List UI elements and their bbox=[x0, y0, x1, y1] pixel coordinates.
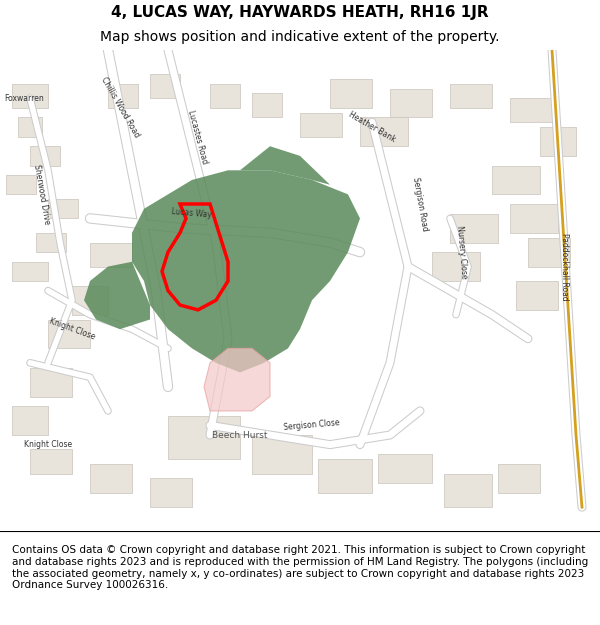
Polygon shape bbox=[150, 478, 192, 508]
Polygon shape bbox=[12, 84, 48, 107]
Polygon shape bbox=[252, 435, 312, 474]
Polygon shape bbox=[6, 175, 36, 194]
Text: Knight Close: Knight Close bbox=[48, 317, 96, 342]
Polygon shape bbox=[450, 214, 498, 243]
Polygon shape bbox=[492, 166, 540, 194]
Polygon shape bbox=[36, 233, 66, 252]
Text: Paddockhall Road: Paddockhall Road bbox=[560, 232, 569, 301]
Polygon shape bbox=[450, 84, 492, 107]
Polygon shape bbox=[48, 199, 78, 218]
Polygon shape bbox=[510, 98, 552, 122]
Text: 4, LUCAS WAY, HAYWARDS HEATH, RH16 1JR: 4, LUCAS WAY, HAYWARDS HEATH, RH16 1JR bbox=[111, 5, 489, 20]
Polygon shape bbox=[330, 79, 372, 107]
Polygon shape bbox=[510, 204, 558, 233]
Polygon shape bbox=[30, 368, 72, 396]
Polygon shape bbox=[252, 93, 282, 118]
Polygon shape bbox=[12, 406, 48, 435]
Polygon shape bbox=[528, 238, 570, 266]
Polygon shape bbox=[108, 84, 138, 107]
Polygon shape bbox=[48, 319, 90, 348]
Polygon shape bbox=[444, 474, 492, 508]
Polygon shape bbox=[390, 89, 432, 118]
Polygon shape bbox=[168, 416, 240, 459]
Polygon shape bbox=[318, 459, 372, 492]
Polygon shape bbox=[72, 286, 108, 315]
Text: Beech Hurst: Beech Hurst bbox=[212, 431, 268, 439]
Polygon shape bbox=[84, 262, 150, 329]
Text: Map shows position and indicative extent of the property.: Map shows position and indicative extent… bbox=[100, 31, 500, 44]
Polygon shape bbox=[90, 464, 132, 492]
Text: Lucas Way: Lucas Way bbox=[172, 208, 212, 220]
Polygon shape bbox=[30, 449, 72, 474]
Text: Sherwood Drive: Sherwood Drive bbox=[32, 164, 52, 225]
Text: Sergison Road: Sergison Road bbox=[411, 176, 429, 232]
Text: Foxwarren: Foxwarren bbox=[4, 94, 44, 102]
Text: Lucastes Road: Lucastes Road bbox=[187, 109, 209, 164]
Text: Nursery Close: Nursery Close bbox=[455, 225, 469, 279]
Polygon shape bbox=[498, 464, 540, 492]
Polygon shape bbox=[378, 454, 432, 483]
Text: Sergison Close: Sergison Close bbox=[284, 419, 340, 432]
Polygon shape bbox=[432, 252, 480, 281]
Polygon shape bbox=[18, 118, 42, 137]
Polygon shape bbox=[360, 118, 408, 146]
Polygon shape bbox=[300, 112, 342, 137]
Polygon shape bbox=[516, 281, 558, 310]
Text: Knight Close: Knight Close bbox=[24, 440, 72, 449]
Polygon shape bbox=[204, 348, 270, 411]
Polygon shape bbox=[240, 146, 330, 185]
Polygon shape bbox=[30, 146, 60, 166]
Polygon shape bbox=[12, 262, 48, 281]
Polygon shape bbox=[210, 84, 240, 107]
Polygon shape bbox=[90, 242, 132, 266]
Polygon shape bbox=[132, 170, 360, 372]
Text: Contains OS data © Crown copyright and database right 2021. This information is : Contains OS data © Crown copyright and d… bbox=[12, 545, 588, 590]
Polygon shape bbox=[540, 127, 576, 156]
Text: Heather Bank: Heather Bank bbox=[347, 110, 397, 144]
Text: Chillis Wood Road: Chillis Wood Road bbox=[99, 76, 141, 139]
Polygon shape bbox=[150, 74, 180, 98]
